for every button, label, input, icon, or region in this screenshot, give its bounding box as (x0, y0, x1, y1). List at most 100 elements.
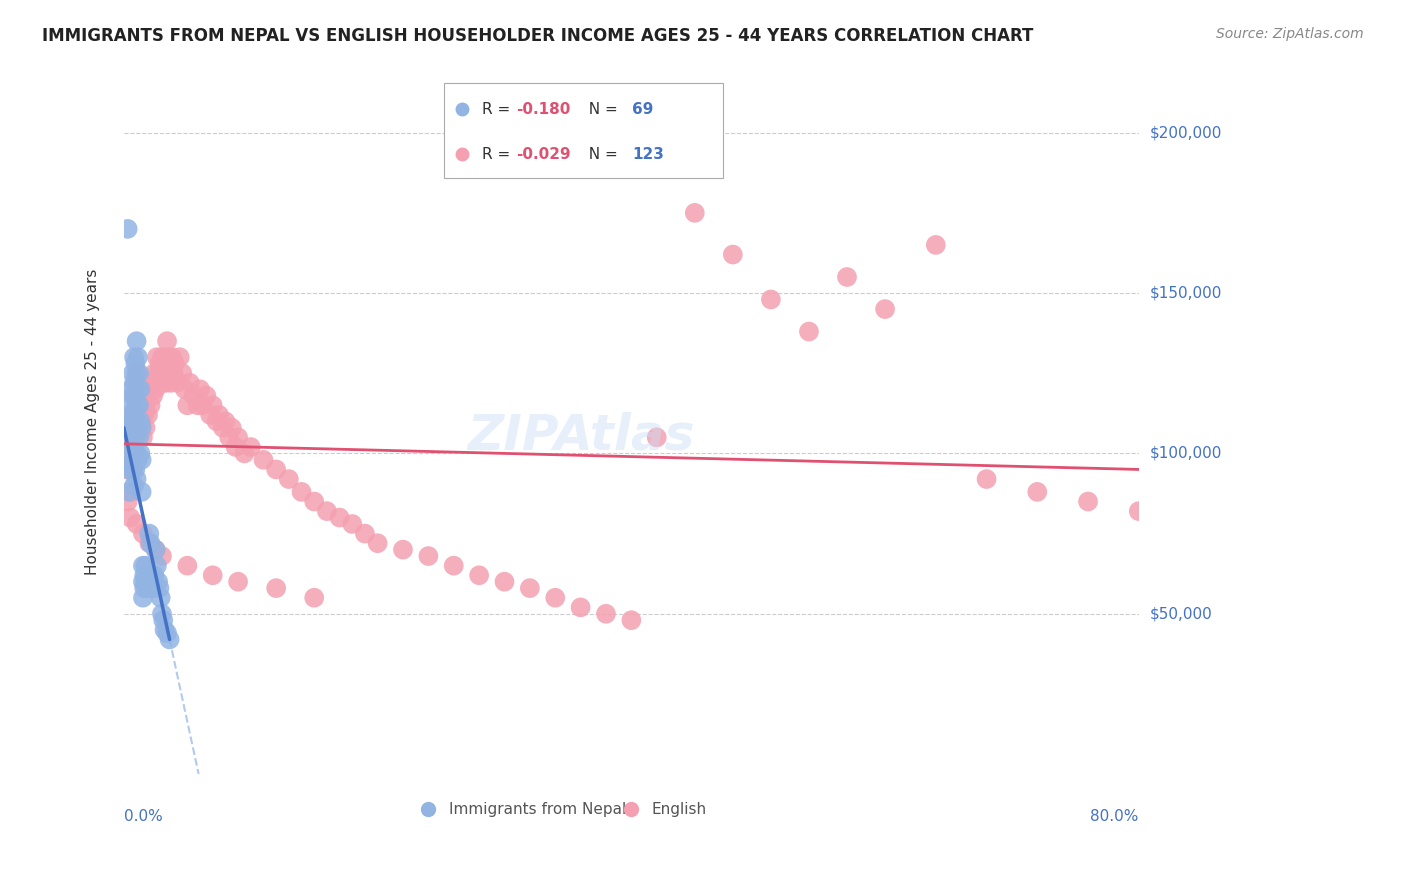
Point (115, 462, 138, 476)
Point (121, 484, 143, 499)
Point (122, 421, 145, 435)
Point (125, 516, 148, 531)
Point (136, 408, 159, 422)
Point (124, 408, 146, 422)
Point (129, 414, 152, 428)
Point (127, 398, 149, 412)
Point (186, 398, 208, 412)
Point (544, 591, 567, 605)
Point (162, 366, 184, 380)
Text: -0.180: -0.180 (516, 102, 569, 117)
Point (290, 484, 312, 499)
Point (120, 510, 142, 524)
Point (131, 421, 153, 435)
Point (124, 462, 146, 476)
Point (797, 325, 820, 339)
Point (125, 472, 148, 486)
Point (128, 430, 150, 444)
Point (205, 414, 228, 428)
Point (127, 350, 149, 364)
Point (125, 398, 148, 412)
Point (121, 440, 143, 454)
Text: Source: ZipAtlas.com: Source: ZipAtlas.com (1216, 27, 1364, 41)
Text: R =: R = (482, 102, 515, 117)
Point (117, 222, 139, 236)
Point (1128, 504, 1150, 518)
Point (120, 446, 142, 460)
Text: 69: 69 (633, 102, 654, 117)
Y-axis label: Householder Income Ages 25 - 44 years: Householder Income Ages 25 - 44 years (86, 268, 100, 574)
Point (225, 440, 247, 454)
Point (468, 568, 491, 582)
Point (156, 626, 179, 640)
Point (443, 558, 465, 573)
Text: 80.0%: 80.0% (1091, 809, 1139, 824)
Point (155, 376, 177, 390)
Point (121, 462, 143, 476)
Point (135, 389, 157, 403)
Point (873, 301, 896, 316)
Point (135, 568, 157, 582)
Point (134, 389, 156, 403)
Point (129, 382, 152, 396)
Point (146, 366, 169, 380)
Point (121, 446, 143, 460)
Point (179, 376, 201, 390)
Point (118, 452, 141, 467)
Point (132, 408, 155, 422)
Point (569, 600, 592, 615)
Point (122, 459, 145, 474)
Point (135, 574, 157, 589)
Point (519, 581, 541, 595)
Point (139, 398, 162, 412)
Point (198, 408, 221, 422)
Point (233, 446, 256, 460)
Point (212, 421, 235, 435)
Point (131, 421, 153, 435)
Point (124, 408, 146, 422)
Point (759, 293, 782, 307)
Point (134, 568, 156, 582)
Point (129, 414, 152, 428)
Point (122, 440, 145, 454)
Point (252, 452, 274, 467)
Point (125, 334, 148, 348)
Point (302, 494, 325, 508)
Point (129, 446, 152, 460)
Point (128, 366, 150, 380)
Point (121, 408, 143, 422)
Point (160, 350, 183, 364)
Point (152, 613, 174, 627)
Point (683, 206, 706, 220)
Point (127, 382, 149, 396)
Point (146, 574, 169, 589)
Point (145, 542, 167, 557)
Point (121, 366, 143, 380)
Point (354, 526, 377, 541)
Point (148, 357, 170, 371)
Point (176, 558, 198, 573)
Text: ZIPAtlas: ZIPAtlas (467, 411, 695, 459)
Point (195, 389, 218, 403)
Point (138, 526, 160, 541)
Point (121, 414, 143, 428)
Text: $100,000: $100,000 (1150, 446, 1222, 461)
Text: English: English (651, 802, 707, 817)
Point (121, 430, 143, 444)
Point (156, 334, 179, 348)
Point (150, 350, 173, 364)
Point (121, 462, 143, 476)
Point (367, 536, 389, 550)
Point (595, 607, 617, 621)
Point (145, 542, 167, 557)
Point (118, 430, 141, 444)
Text: N =: N = (579, 146, 623, 161)
Point (134, 574, 156, 589)
Text: $150,000: $150,000 (1150, 285, 1222, 301)
Point (153, 623, 176, 637)
Point (121, 389, 143, 403)
Point (157, 350, 180, 364)
Text: -0.029: -0.029 (516, 146, 571, 161)
Point (131, 452, 153, 467)
Point (166, 376, 188, 390)
